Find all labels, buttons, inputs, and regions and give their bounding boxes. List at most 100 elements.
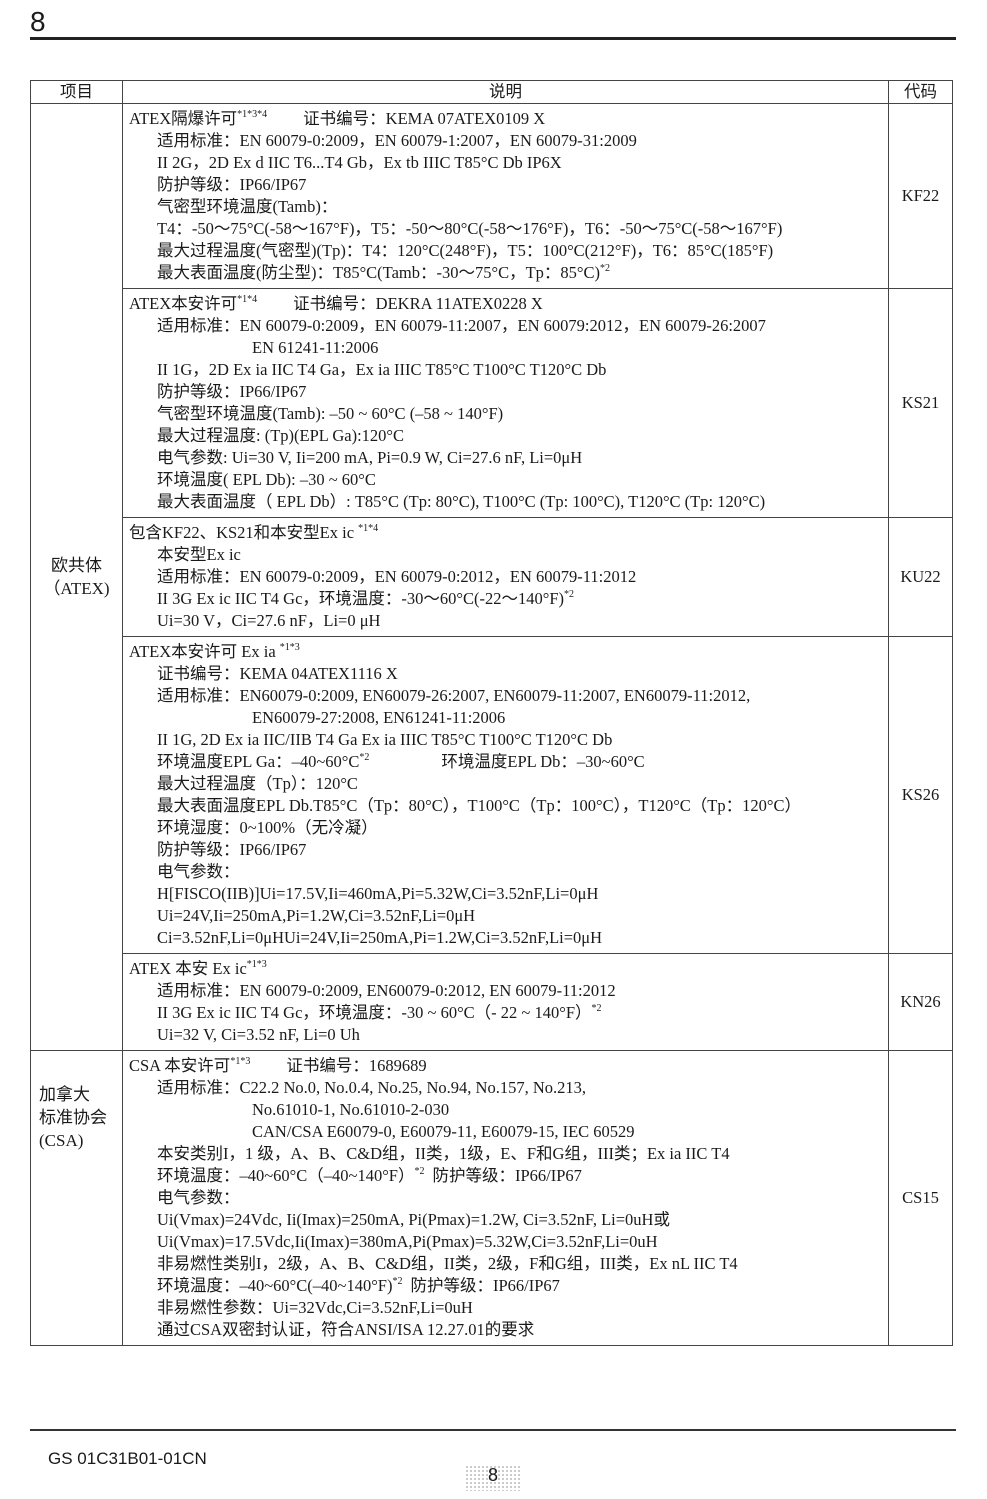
description-cell: 包含KF22、KS21和本安型Ex ic *1*4 本安型Ex ic 适用标准：EN…: [122, 517, 889, 637]
table-row: ATEX本安许可 Ex ia *1*3 证书编号：KEMA 04ATEX1116 …: [31, 636, 953, 954]
description-line: 环境温度( EPL Db): –30 ~ 60°C: [129, 469, 888, 491]
description-line: CAN/CSA E60079-0, E60079-11, E60079-15, …: [129, 1121, 888, 1143]
description-line: Ui=32 V, Ci=3.52 nF, Li=0 Uh: [129, 1024, 888, 1046]
line-text-secondary: 证书编号：1689689: [286, 1056, 427, 1075]
description-line: H[FISCO(IIB)]Ui=17.5V,Ii=460mA,Pi=5.32W,…: [129, 883, 888, 905]
description-line: Ci=3.52nF,Li=0μHUi=24V,Ii=250mA,Pi=1.2W,…: [129, 927, 888, 949]
line-text: ATEX 本安 Ex ic: [129, 959, 247, 978]
description-cell: ATEX本安许可 Ex ia *1*3 证书编号：KEMA 04ATEX1116 …: [122, 636, 889, 954]
line-text: II 2G，2D Ex d IIC T6...T4 Gb，Ex tb IIIC …: [157, 153, 562, 172]
description-line: 最大过程温度（Tp）：120°C: [129, 773, 888, 795]
description-line: 证书编号：KEMA 04ATEX1116 X: [129, 663, 888, 685]
line-text-secondary: 防护等级：IP66/IP67: [410, 1276, 560, 1295]
description-line: 适用标准：EN 60079-0:2009，EN 60079-11:2007，EN…: [129, 315, 888, 337]
line-text: 气密型环境温度(Tamb)：: [157, 197, 338, 216]
description-line: 非易燃性参数：Ui=32Vdc,Ci=3.52nF,Li=0uH: [129, 1297, 888, 1319]
line-text: 最大表面温度(防尘型)：T85°C(Tamb：-30～75°C，Tp：85°C): [157, 263, 601, 282]
line-text: ATEX隔爆许可: [129, 109, 238, 128]
model-code: KF22: [888, 103, 953, 289]
description-line: No.61010-1, No.61010-2-030: [129, 1099, 888, 1121]
document-number: GS 01C31B01-01CN: [48, 1449, 207, 1468]
line-text: 最大表面温度（ EPL Db）: T85°C (Tp: 80°C), T100°…: [157, 492, 766, 511]
line-text: 防护等级：IP66/IP67: [157, 840, 307, 859]
footnote-ref: *2: [564, 589, 575, 600]
line-text: Ui=30 V，Ci=27.6 nF，Li=0 μH: [157, 611, 381, 630]
spec-table: 项目 说明 代码 欧共体 （ATEX) ATEX隔爆许可*1*3*4 证书编号：KE…: [30, 80, 953, 1346]
description-line: ATEX 本安 Ex ic*1*3: [129, 958, 888, 980]
line-text: 气密型环境温度(Tamb): –50 ~ 60°C (–58 ~ 140°F): [157, 404, 504, 423]
line-text: 最大过程温度: (Tp)(EPL Ga):120°C: [157, 426, 405, 445]
model-code: KS21: [888, 288, 953, 518]
description-line: II 1G，2D Ex ia IIC T4 Ga，Ex ia IIIC T85°…: [129, 359, 888, 381]
description-line: 最大过程温度(气密型)(Tp)：T4：120°C(248°F)，T5：100°C…: [129, 240, 888, 262]
description-cell: ATEX隔爆许可*1*3*4 证书编号：KEMA 07ATEX0109 X 适用标准…: [122, 103, 889, 289]
footnote-ref: *2: [591, 1003, 602, 1014]
line-text: 最大表面温度EPL Db.T85°C（Tp：80°C），T100°C（Tp：10…: [157, 796, 801, 815]
description-line: ATEX本安许可 Ex ia *1*3: [129, 641, 888, 663]
description-line: 气密型环境温度(Tamb): –50 ~ 60°C (–58 ~ 140°F): [129, 403, 888, 425]
line-text: 环境温度EPL Ga：–40~60°C: [157, 752, 360, 771]
footnote-ref: *2: [392, 1276, 403, 1287]
description-line: 包含KF22、KS21和本安型Ex ic *1*4: [129, 522, 888, 544]
description-line: 防护等级：IP66/IP67: [129, 381, 888, 403]
footnote-ref: *2: [359, 752, 370, 763]
line-text: 适用标准：EN 60079-0:2009，EN 60079-0:2012，EN …: [157, 567, 637, 586]
table-row: ATEX 本安 Ex ic*1*3 适用标准：EN 60079-0:2009, E…: [31, 953, 953, 1051]
line-text: 包含KF22、KS21和本安型Ex ic: [129, 523, 359, 542]
description-cell: ATEX 本安 Ex ic*1*3 适用标准：EN 60079-0:2009, E…: [122, 953, 889, 1051]
model-code: KS26: [888, 636, 953, 954]
line-text: 证书编号：KEMA 04ATEX1116 X: [157, 664, 398, 683]
table-row: ATEX本安许可*1*4 证书编号：DEKRA 11ATEX0228 X 适用标准：…: [31, 288, 953, 518]
category-cell: 加拿大 标准协会 (CSA): [30, 1050, 123, 1346]
description-line: 最大过程温度: (Tp)(EPL Ga):120°C: [129, 425, 888, 447]
description-line: 电气参数: Ui=30 V, Ii=200 mA, Pi=0.9 W, Ci=2…: [129, 447, 888, 469]
footnote-ref: *1*3: [230, 1056, 251, 1067]
page-number-top: 8: [30, 6, 46, 37]
footnote-ref: *2: [414, 1166, 425, 1177]
description-line: II 3G Ex ic IIC T4 Gc，环境温度：-30～60°C(-22～…: [129, 588, 888, 610]
line-text: 适用标准：EN 60079-0:2009, EN60079-0:2012, EN…: [157, 981, 616, 1000]
line-text: Ui(Vmax)=24Vdc, Ii(Imax)=250mA, Pi(Pmax)…: [157, 1210, 670, 1229]
bottom-rule: [30, 1429, 956, 1431]
description-line: 适用标准：EN60079-0:2009, EN60079-26:2007, EN…: [129, 685, 888, 707]
line-text: Ui=32 V, Ci=3.52 nF, Li=0 Uh: [157, 1025, 360, 1044]
table-header-row: 项目 说明 代码: [30, 80, 953, 104]
line-text: EN60079-27:2008, EN61241-11:2006: [252, 708, 506, 727]
footnote-ref: *2: [600, 263, 611, 274]
line-text: No.61010-1, No.61010-2-030: [252, 1100, 450, 1119]
line-text: CAN/CSA E60079-0, E60079-11, E60079-15, …: [252, 1122, 635, 1141]
line-text: 适用标准：EN 60079-0:2009，EN 60079-11:2007，EN…: [157, 316, 766, 335]
description-line: 最大表面温度（ EPL Db）: T85°C (Tp: 80°C), T100°…: [129, 491, 888, 513]
footnote-ref: *1*4: [358, 523, 379, 534]
line-text: 电气参数：: [157, 862, 240, 881]
line-text: Ui(Vmax)=17.5Vdc,Ii(Imax)=380mA,Pi(Pmax)…: [157, 1232, 658, 1251]
description-line: 电气参数：: [129, 861, 888, 883]
description-line: 适用标准：C22.2 No.0, No.0.4, No.25, No.94, N…: [129, 1077, 888, 1099]
page-number-bottom: 8: [465, 1465, 521, 1491]
line-text: 本安型Ex ic: [157, 545, 241, 564]
line-text: 环境温度( EPL Db): –30 ~ 60°C: [157, 470, 376, 489]
line-text: EN 61241-11:2006: [252, 338, 379, 357]
line-text: 本安类别I，1 级，A、B、C&D组，II类，1级，E、F和G组，III类；Ex…: [157, 1144, 730, 1163]
line-text: H[FISCO(IIB)]Ui=17.5V,Ii=460mA,Pi=5.32W,…: [157, 884, 599, 903]
description-line: ATEX本安许可*1*4 证书编号：DEKRA 11ATEX0228 X: [129, 293, 888, 315]
description-line: Ui=24V,Ii=250mA,Pi=1.2W,Ci=3.52nF,Li=0μH: [129, 905, 888, 927]
line-text: II 3G Ex ic IIC T4 Gc，环境温度：-30～60°C(-22～…: [157, 589, 565, 608]
line-text: 环境温度：–40~60°C（–40~140°F）: [157, 1166, 415, 1185]
description-cell: ATEX本安许可*1*4 证书编号：DEKRA 11ATEX0228 X 适用标准：…: [122, 288, 889, 518]
model-code: KU22: [888, 517, 953, 637]
line-text: 最大过程温度（Tp）：120°C: [157, 774, 358, 793]
line-text: 环境温度：–40~60°C(–40~140°F): [157, 1276, 393, 1295]
line-text: 环境湿度：0~100%（无冷凝）: [157, 818, 378, 837]
line-text: 防护等级：IP66/IP67: [157, 175, 307, 194]
description-line: Ui(Vmax)=24Vdc, Ii(Imax)=250mA, Pi(Pmax)…: [129, 1209, 888, 1231]
description-line: 防护等级：IP66/IP67: [129, 174, 888, 196]
line-text: II 1G, 2D Ex ia IIC/IIB T4 Ga Ex ia IIIC…: [157, 730, 613, 749]
line-text: Ui=24V,Ii=250mA,Pi=1.2W,Ci=3.52nF,Li=0μH: [157, 906, 476, 925]
description-line: 适用标准：EN 60079-0:2009, EN60079-0:2012, EN…: [129, 980, 888, 1002]
line-text: 适用标准：C22.2 No.0, No.0.4, No.25, No.94, N…: [157, 1078, 586, 1097]
description-line: EN60079-27:2008, EN61241-11:2006: [129, 707, 888, 729]
description-line: 环境温度EPL Ga：–40~60°C*2 环境温度EPL Db：–30~60°C: [129, 751, 888, 773]
category-label: 欧共体 （ATEX): [43, 556, 110, 598]
footnote-ref: *1*3*4: [237, 109, 268, 120]
